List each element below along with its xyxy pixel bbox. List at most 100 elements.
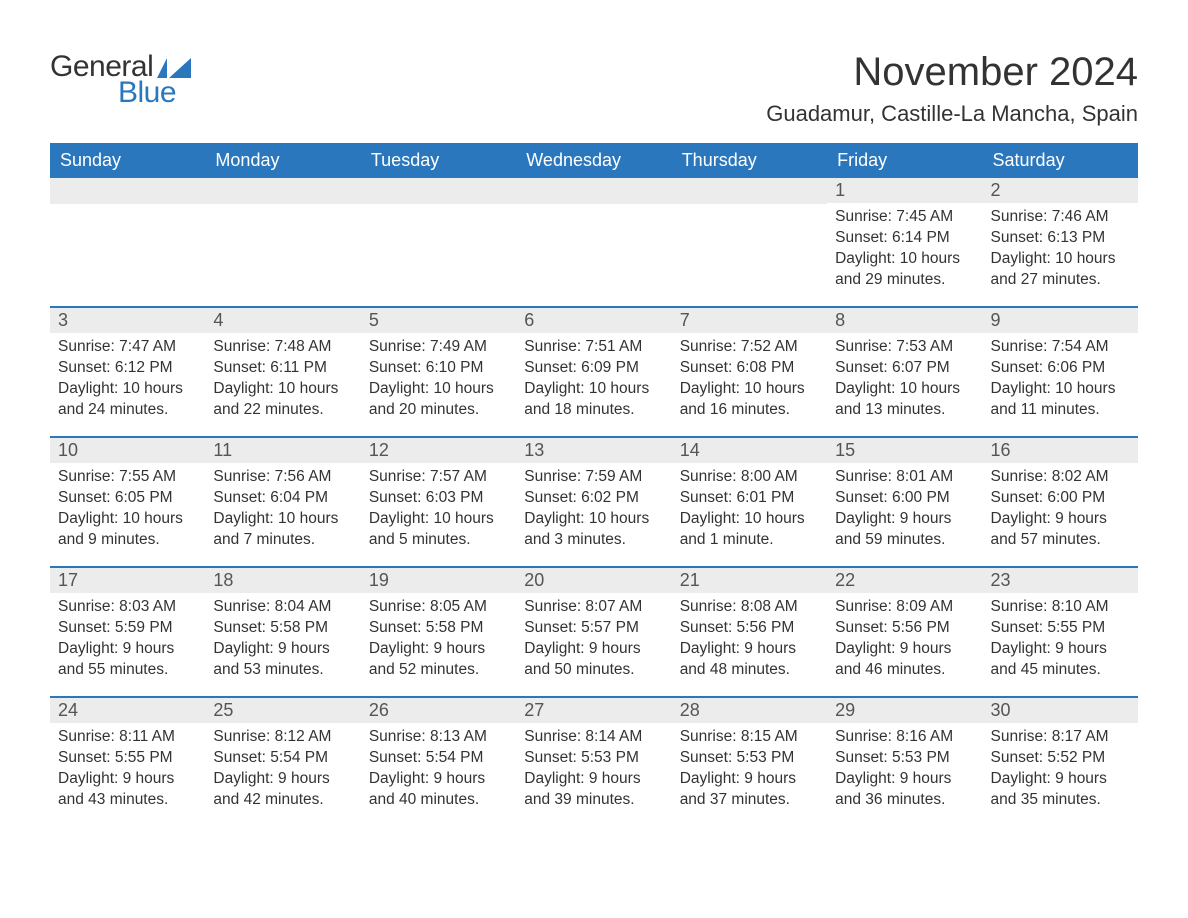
day-cell: 17Sunrise: 8:03 AMSunset: 5:59 PMDayligh… bbox=[50, 568, 205, 696]
day-cell: 11Sunrise: 7:56 AMSunset: 6:04 PMDayligh… bbox=[205, 438, 360, 566]
sunrise-text: Sunrise: 8:11 AM bbox=[58, 727, 197, 748]
day-body: Sunrise: 7:48 AMSunset: 6:11 PMDaylight:… bbox=[205, 333, 360, 429]
day-number: 5 bbox=[361, 308, 516, 333]
day-number bbox=[672, 178, 827, 204]
day-number: 13 bbox=[516, 438, 671, 463]
daylight-text: Daylight: 9 hours and 50 minutes. bbox=[524, 639, 663, 681]
day-body: Sunrise: 8:04 AMSunset: 5:58 PMDaylight:… bbox=[205, 593, 360, 689]
daylight-text: Daylight: 10 hours and 9 minutes. bbox=[58, 509, 197, 551]
day-body: Sunrise: 7:53 AMSunset: 6:07 PMDaylight:… bbox=[827, 333, 982, 429]
sunset-text: Sunset: 6:09 PM bbox=[524, 358, 663, 379]
sunset-text: Sunset: 5:53 PM bbox=[524, 748, 663, 769]
sunset-text: Sunset: 6:10 PM bbox=[369, 358, 508, 379]
day-body: Sunrise: 7:54 AMSunset: 6:06 PMDaylight:… bbox=[983, 333, 1138, 429]
day-number: 22 bbox=[827, 568, 982, 593]
sunset-text: Sunset: 5:55 PM bbox=[991, 618, 1130, 639]
day-cell: 1Sunrise: 7:45 AMSunset: 6:14 PMDaylight… bbox=[827, 178, 982, 306]
day-number: 12 bbox=[361, 438, 516, 463]
sunset-text: Sunset: 6:12 PM bbox=[58, 358, 197, 379]
sunset-text: Sunset: 6:00 PM bbox=[991, 488, 1130, 509]
daylight-text: Daylight: 9 hours and 52 minutes. bbox=[369, 639, 508, 681]
day-number: 19 bbox=[361, 568, 516, 593]
page-title: November 2024 bbox=[766, 50, 1138, 95]
day-body: Sunrise: 8:15 AMSunset: 5:53 PMDaylight:… bbox=[672, 723, 827, 819]
sunrise-text: Sunrise: 7:49 AM bbox=[369, 337, 508, 358]
day-body: Sunrise: 7:51 AMSunset: 6:09 PMDaylight:… bbox=[516, 333, 671, 429]
day-cell: 8Sunrise: 7:53 AMSunset: 6:07 PMDaylight… bbox=[827, 308, 982, 436]
sunset-text: Sunset: 6:01 PM bbox=[680, 488, 819, 509]
day-number: 24 bbox=[50, 698, 205, 723]
sunrise-text: Sunrise: 8:05 AM bbox=[369, 597, 508, 618]
sunset-text: Sunset: 5:58 PM bbox=[213, 618, 352, 639]
day-cell: 19Sunrise: 8:05 AMSunset: 5:58 PMDayligh… bbox=[361, 568, 516, 696]
daylight-text: Daylight: 10 hours and 1 minute. bbox=[680, 509, 819, 551]
day-number: 3 bbox=[50, 308, 205, 333]
week-row: 3Sunrise: 7:47 AMSunset: 6:12 PMDaylight… bbox=[50, 306, 1138, 436]
flag-icon bbox=[157, 58, 191, 78]
day-number: 4 bbox=[205, 308, 360, 333]
sunset-text: Sunset: 6:04 PM bbox=[213, 488, 352, 509]
day-number bbox=[516, 178, 671, 204]
day-body: Sunrise: 8:02 AMSunset: 6:00 PMDaylight:… bbox=[983, 463, 1138, 559]
sunrise-text: Sunrise: 8:02 AM bbox=[991, 467, 1130, 488]
week-row: 17Sunrise: 8:03 AMSunset: 5:59 PMDayligh… bbox=[50, 566, 1138, 696]
day-cell: 13Sunrise: 7:59 AMSunset: 6:02 PMDayligh… bbox=[516, 438, 671, 566]
day-cell: 9Sunrise: 7:54 AMSunset: 6:06 PMDaylight… bbox=[983, 308, 1138, 436]
sunrise-text: Sunrise: 8:07 AM bbox=[524, 597, 663, 618]
day-body: Sunrise: 7:52 AMSunset: 6:08 PMDaylight:… bbox=[672, 333, 827, 429]
day-number: 6 bbox=[516, 308, 671, 333]
day-number: 7 bbox=[672, 308, 827, 333]
day-number: 29 bbox=[827, 698, 982, 723]
day-body: Sunrise: 8:00 AMSunset: 6:01 PMDaylight:… bbox=[672, 463, 827, 559]
sunset-text: Sunset: 6:08 PM bbox=[680, 358, 819, 379]
daylight-text: Daylight: 10 hours and 27 minutes. bbox=[991, 249, 1130, 291]
daylight-text: Daylight: 9 hours and 35 minutes. bbox=[991, 769, 1130, 811]
sunset-text: Sunset: 6:13 PM bbox=[991, 228, 1130, 249]
logo-text-blue: Blue bbox=[118, 76, 176, 110]
sunrise-text: Sunrise: 8:04 AM bbox=[213, 597, 352, 618]
daylight-text: Daylight: 9 hours and 57 minutes. bbox=[991, 509, 1130, 551]
day-cell: 4Sunrise: 7:48 AMSunset: 6:11 PMDaylight… bbox=[205, 308, 360, 436]
sunset-text: Sunset: 6:06 PM bbox=[991, 358, 1130, 379]
daylight-text: Daylight: 10 hours and 11 minutes. bbox=[991, 379, 1130, 421]
day-cell: 30Sunrise: 8:17 AMSunset: 5:52 PMDayligh… bbox=[983, 698, 1138, 826]
day-number: 16 bbox=[983, 438, 1138, 463]
day-body: Sunrise: 8:16 AMSunset: 5:53 PMDaylight:… bbox=[827, 723, 982, 819]
sunrise-text: Sunrise: 7:54 AM bbox=[991, 337, 1130, 358]
day-body: Sunrise: 8:07 AMSunset: 5:57 PMDaylight:… bbox=[516, 593, 671, 689]
daylight-text: Daylight: 10 hours and 20 minutes. bbox=[369, 379, 508, 421]
day-number: 17 bbox=[50, 568, 205, 593]
day-body: Sunrise: 7:57 AMSunset: 6:03 PMDaylight:… bbox=[361, 463, 516, 559]
weekday-monday: Monday bbox=[205, 143, 360, 178]
sunset-text: Sunset: 5:55 PM bbox=[58, 748, 197, 769]
day-number bbox=[205, 178, 360, 204]
weekday-sunday: Sunday bbox=[50, 143, 205, 178]
sunrise-text: Sunrise: 8:00 AM bbox=[680, 467, 819, 488]
day-number: 15 bbox=[827, 438, 982, 463]
header: General Blue November 2024 Guadamur, Cas… bbox=[50, 50, 1138, 127]
weekday-header: SundayMondayTuesdayWednesdayThursdayFrid… bbox=[50, 143, 1138, 178]
day-number: 23 bbox=[983, 568, 1138, 593]
day-cell: 18Sunrise: 8:04 AMSunset: 5:58 PMDayligh… bbox=[205, 568, 360, 696]
weekday-tuesday: Tuesday bbox=[361, 143, 516, 178]
sunrise-text: Sunrise: 7:52 AM bbox=[680, 337, 819, 358]
sunrise-text: Sunrise: 8:10 AM bbox=[991, 597, 1130, 618]
day-number: 27 bbox=[516, 698, 671, 723]
day-body: Sunrise: 8:12 AMSunset: 5:54 PMDaylight:… bbox=[205, 723, 360, 819]
day-body: Sunrise: 8:08 AMSunset: 5:56 PMDaylight:… bbox=[672, 593, 827, 689]
sunset-text: Sunset: 6:07 PM bbox=[835, 358, 974, 379]
day-cell: 20Sunrise: 8:07 AMSunset: 5:57 PMDayligh… bbox=[516, 568, 671, 696]
daylight-text: Daylight: 10 hours and 22 minutes. bbox=[213, 379, 352, 421]
day-number: 8 bbox=[827, 308, 982, 333]
daylight-text: Daylight: 9 hours and 48 minutes. bbox=[680, 639, 819, 681]
day-body: Sunrise: 8:11 AMSunset: 5:55 PMDaylight:… bbox=[50, 723, 205, 819]
title-block: November 2024 Guadamur, Castille-La Manc… bbox=[766, 50, 1138, 127]
sunrise-text: Sunrise: 8:08 AM bbox=[680, 597, 819, 618]
daylight-text: Daylight: 9 hours and 42 minutes. bbox=[213, 769, 352, 811]
weekday-thursday: Thursday bbox=[672, 143, 827, 178]
day-number: 28 bbox=[672, 698, 827, 723]
day-body: Sunrise: 7:45 AMSunset: 6:14 PMDaylight:… bbox=[827, 203, 982, 299]
day-body: Sunrise: 7:49 AMSunset: 6:10 PMDaylight:… bbox=[361, 333, 516, 429]
sunrise-text: Sunrise: 7:51 AM bbox=[524, 337, 663, 358]
sunrise-text: Sunrise: 7:53 AM bbox=[835, 337, 974, 358]
